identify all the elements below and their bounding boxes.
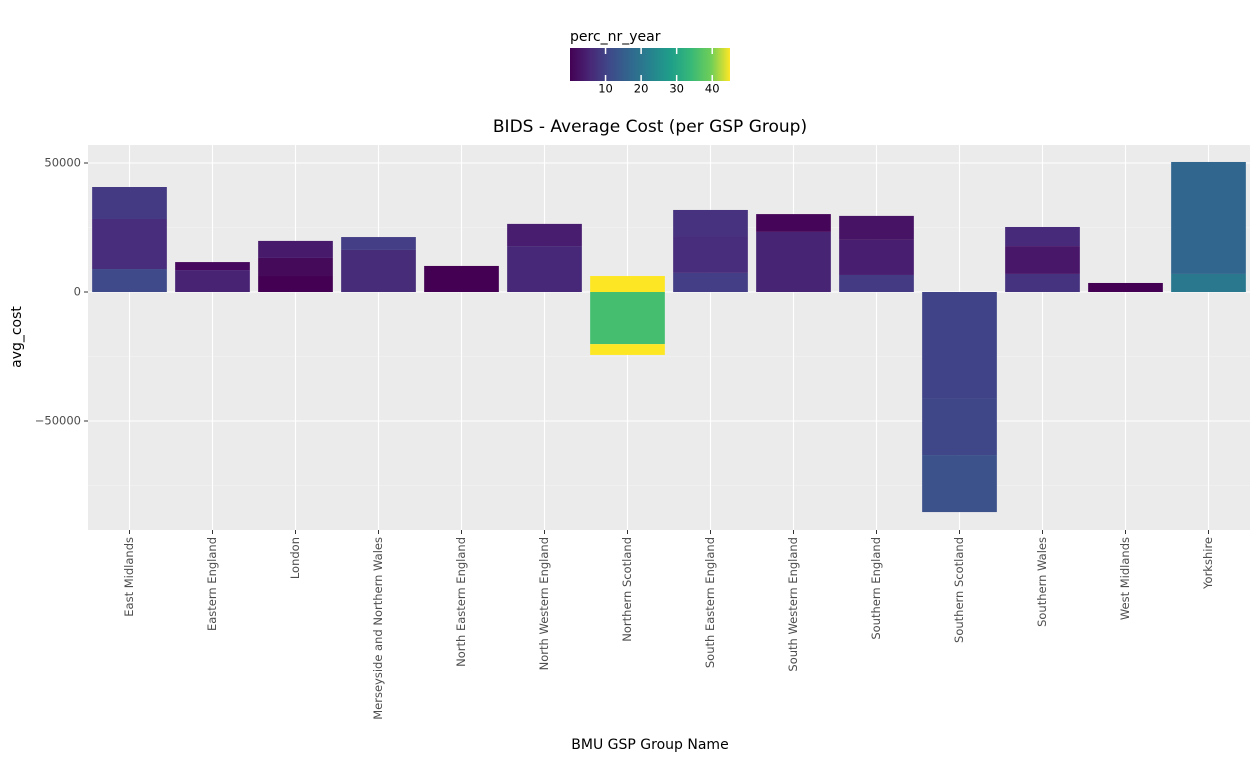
x-tick-label: Southern Wales [1035, 537, 1049, 627]
bar-segment [1005, 273, 1080, 293]
y-tick-label: −50000 [35, 413, 81, 427]
bar-segment [1171, 161, 1246, 274]
bar-segment [839, 239, 914, 275]
bar-segment [507, 246, 582, 293]
colorbar [570, 48, 730, 81]
bar-segment [590, 276, 665, 293]
x-tick-label: South Western England [786, 537, 800, 672]
bar-segment [590, 344, 665, 355]
x-tick-label: South Eastern England [703, 537, 717, 668]
bar-segment [839, 215, 914, 240]
bar-segment [922, 398, 997, 456]
colorbar-tick-label: 20 [634, 82, 649, 96]
colorbar-tick-label: 10 [598, 82, 613, 96]
y-tick-label: 0 [74, 285, 81, 299]
bar-segment [673, 236, 748, 273]
bar-segment [673, 272, 748, 293]
x-tick-label: Northern Scotland [620, 537, 634, 642]
bar-segment [175, 262, 250, 271]
bar-segment [1005, 226, 1080, 247]
panel [88, 145, 1250, 530]
bar-segment [258, 276, 333, 293]
bar-segment [922, 292, 997, 399]
bar-segment [673, 209, 748, 237]
bar-segment [424, 265, 499, 293]
chart-title: BIDS - Average Cost (per GSP Group) [493, 117, 807, 137]
bar-segment [341, 249, 416, 293]
legend-title: perc_nr_year [570, 29, 661, 45]
bar-segment [507, 223, 582, 247]
x-tick-label: North Eastern England [454, 537, 468, 667]
bar-segment [922, 455, 997, 513]
bar-segment [92, 218, 167, 270]
bar-segment [1171, 273, 1246, 293]
bar-segment [590, 292, 665, 345]
colorbar-tick-label: 40 [705, 82, 720, 96]
x-tick-label: East Midlands [122, 537, 136, 617]
x-tick-label: Southern Scotland [952, 537, 966, 643]
x-tick-label: North Western England [537, 537, 551, 670]
bar-segment [175, 270, 250, 293]
x-axis-title: BMU GSP Group Name [571, 737, 728, 753]
bar-segment [258, 257, 333, 277]
bar-segment [92, 187, 167, 219]
bar-segment [258, 240, 333, 258]
x-tick-label: London [288, 537, 302, 579]
bar-segment [756, 214, 831, 232]
bar-segment [839, 274, 914, 293]
x-tick-label: Yorkshire [1201, 537, 1215, 590]
bar-segment [1005, 246, 1080, 274]
bar-segment [92, 269, 167, 293]
x-tick-label: Merseyside and Northern Wales [371, 537, 385, 720]
colorbar-tick-label: 30 [669, 82, 684, 96]
bar-segment [756, 231, 831, 293]
x-tick-label: West Midlands [1118, 537, 1132, 620]
y-axis-title: avg_cost [9, 306, 25, 368]
bar-segment [341, 237, 416, 250]
x-tick-label: Eastern England [205, 537, 219, 631]
bar-segment [1088, 282, 1163, 293]
x-tick-label: Southern England [869, 537, 883, 640]
y-tick-label: 50000 [44, 156, 81, 170]
